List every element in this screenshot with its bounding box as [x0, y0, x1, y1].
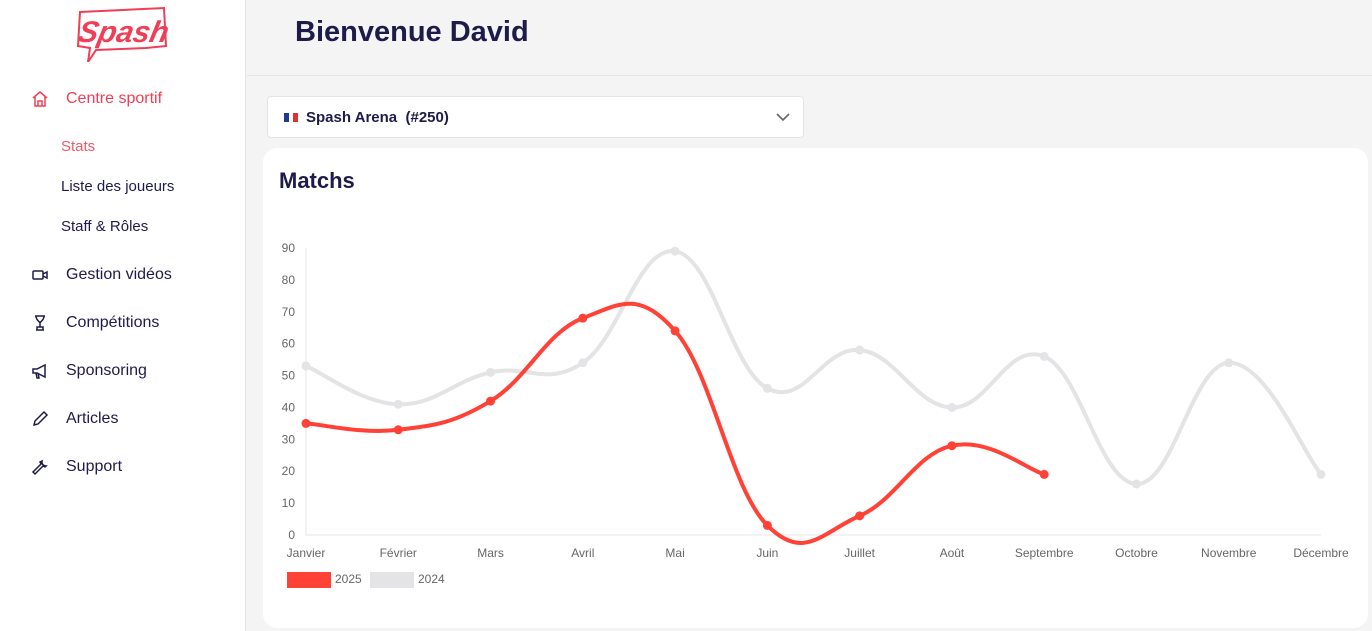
data-point-2025 [855, 511, 865, 521]
data-point-2025 [762, 520, 772, 530]
data-point-2025 [486, 396, 496, 406]
x-tick-label: Avril [571, 546, 594, 560]
y-tick-label: 10 [282, 496, 296, 510]
page-title: Bienvenue David [295, 16, 529, 48]
nav-label: Articles [66, 410, 119, 427]
series-line-2025 [305, 301, 1045, 545]
data-point-2025 [301, 418, 311, 428]
megaphone-icon [30, 361, 50, 381]
header: Bienvenue David [247, 0, 1372, 76]
data-point-2024 [301, 361, 311, 371]
data-point-2025 [1039, 469, 1049, 479]
y-tick-label: 0 [288, 528, 295, 542]
legend-swatch-2025 [287, 572, 331, 588]
data-point-2025 [393, 425, 403, 435]
sub-staff-roles[interactable]: Staff & Rôles [61, 218, 149, 235]
nav-label: Sponsoring [66, 362, 147, 379]
y-tick-label: 90 [282, 241, 296, 255]
legend-label: 2024 [418, 572, 445, 586]
data-point-2025 [670, 326, 680, 336]
nav-competitions[interactable]: Compétitions [30, 313, 159, 333]
nav-label: Compétitions [66, 314, 160, 331]
nav-label: Gestion vidéos [66, 266, 172, 283]
x-tick-label: Octobre [1115, 546, 1158, 560]
y-tick-label: 30 [282, 432, 296, 446]
nav-label: Support [66, 458, 123, 475]
pencil-icon [30, 409, 50, 429]
y-tick-label: 60 [282, 337, 296, 351]
x-tick-label: Décembre [1293, 546, 1349, 560]
x-tick-label: Août [940, 546, 965, 560]
y-tick-label: 40 [282, 400, 296, 414]
matchs-card: Matchs 0 10 20 30 40 50 60 70 80 90 Janvier Février… [263, 148, 1368, 628]
series-line-2024 [305, 249, 1323, 486]
nav-centre-sportif[interactable]: Centre sportif [30, 89, 162, 109]
wrench-icon [30, 457, 50, 477]
nav-support[interactable]: Support [30, 457, 122, 477]
home-icon [30, 89, 50, 109]
data-point-2024 [1131, 479, 1141, 489]
nav-gestion-videos[interactable]: Gestion vidéos [30, 265, 172, 285]
data-point-2025 [578, 313, 588, 323]
sub-liste-joueurs[interactable]: Liste des joueurs [61, 178, 175, 195]
y-tick-label: 70 [282, 305, 296, 319]
x-tick-label: Septembre [1015, 546, 1074, 560]
data-point-2024 [393, 399, 403, 409]
x-tick-label: Janvier [287, 546, 326, 560]
x-tick-label: Juillet [844, 546, 875, 560]
sidebar: Spash Centre sportif Stats Liste des jou… [0, 0, 246, 631]
data-point-2024 [578, 358, 588, 368]
chevron-down-icon [776, 113, 790, 122]
matchs-line-chart: 0 10 20 30 40 50 60 70 80 90 Janvier Février Mars Avr… [282, 241, 1349, 588]
x-tick-label: Février [380, 546, 417, 560]
y-tick-label: 20 [282, 464, 296, 478]
data-point-2024 [1316, 469, 1326, 479]
data-point-2024 [947, 402, 957, 412]
y-tick-label: 50 [282, 369, 296, 383]
venue-select[interactable]: Spash Arena (#250) [267, 96, 804, 138]
x-tick-label: Juin [756, 546, 778, 560]
venue-select-value: Spash Arena (#250) [306, 108, 449, 126]
chart-title: Matchs [279, 168, 355, 193]
data-point-2024 [1039, 351, 1049, 361]
y-tick-label: 80 [282, 273, 296, 287]
trophy-icon [30, 313, 50, 333]
legend-swatch-2024 [370, 572, 414, 588]
x-tick-label: Mars [477, 546, 504, 560]
data-point-2024 [855, 345, 865, 355]
data-point-2024 [1224, 358, 1234, 368]
spash-logo[interactable]: Spash [76, 2, 168, 62]
sub-stats[interactable]: Stats [61, 138, 96, 155]
nav-sponsoring[interactable]: Sponsoring [30, 361, 147, 381]
data-point-2024 [486, 367, 496, 377]
svg-text:Spash: Spash [76, 16, 168, 49]
data-point-2025 [947, 441, 957, 451]
x-tick-label: Mai [665, 546, 684, 560]
data-point-2024 [670, 246, 680, 256]
video-icon [30, 265, 50, 285]
france-flag-icon [284, 112, 299, 122]
data-point-2024 [762, 383, 772, 393]
legend-label: 2025 [335, 572, 362, 586]
x-tick-label: Novembre [1201, 546, 1257, 560]
nav-articles[interactable]: Articles [30, 409, 118, 429]
nav-label: Centre sportif [66, 90, 163, 107]
